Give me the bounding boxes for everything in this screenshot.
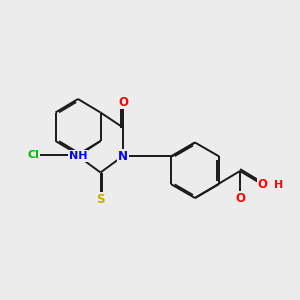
Text: O: O — [235, 191, 245, 205]
Text: O: O — [257, 178, 268, 191]
Text: H: H — [274, 179, 284, 190]
Text: NH: NH — [69, 151, 87, 161]
Text: S: S — [96, 193, 105, 206]
Text: Cl: Cl — [27, 149, 39, 160]
Text: N: N — [118, 149, 128, 163]
Text: O: O — [118, 95, 128, 109]
